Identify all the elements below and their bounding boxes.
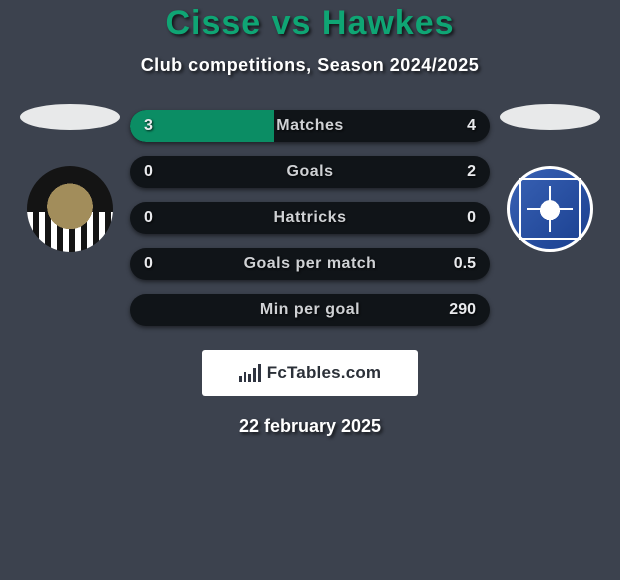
stat-label: Goals xyxy=(130,156,490,188)
stat-row-matches: 3 Matches 4 xyxy=(130,110,490,142)
right-club-badge xyxy=(501,160,599,258)
stats-column: 3 Matches 4 0 Goals 2 0 Hattricks 0 xyxy=(130,104,490,326)
stat-right-value: 0 xyxy=(467,202,476,234)
brand-text: FcTables.com xyxy=(267,363,382,383)
widget-root: Cisse vs Hawkes Club competitions, Seaso… xyxy=(0,0,620,437)
bar-chart-icon xyxy=(239,364,261,382)
brand-link[interactable]: FcTables.com xyxy=(202,350,418,396)
stat-label: Min per goal xyxy=(130,294,490,326)
right-player-photo xyxy=(500,104,600,130)
stat-right-value: 4 xyxy=(467,110,476,142)
left-club-badge xyxy=(21,160,119,258)
page-title: Cisse vs Hawkes xyxy=(0,4,620,43)
stat-right-value: 2 xyxy=(467,156,476,188)
left-player-col xyxy=(10,104,130,258)
right-player-col xyxy=(490,104,610,258)
stat-right-value: 0.5 xyxy=(454,248,476,280)
comparison-row: 3 Matches 4 0 Goals 2 0 Hattricks 0 xyxy=(0,104,620,326)
stat-right-value: 290 xyxy=(449,294,476,326)
left-player-photo xyxy=(20,104,120,130)
stat-label: Matches xyxy=(130,110,490,142)
stat-row-hattricks: 0 Hattricks 0 xyxy=(130,202,490,234)
stat-row-goals-per-match: 0 Goals per match 0.5 xyxy=(130,248,490,280)
notts-county-badge-icon xyxy=(27,166,113,252)
tranmere-badge-icon xyxy=(507,166,593,252)
page-subtitle: Club competitions, Season 2024/2025 xyxy=(0,55,620,76)
date-label: 22 february 2025 xyxy=(0,416,620,437)
stat-row-min-per-goal: Min per goal 290 xyxy=(130,294,490,326)
stat-row-goals: 0 Goals 2 xyxy=(130,156,490,188)
stat-label: Hattricks xyxy=(130,202,490,234)
stat-label: Goals per match xyxy=(130,248,490,280)
